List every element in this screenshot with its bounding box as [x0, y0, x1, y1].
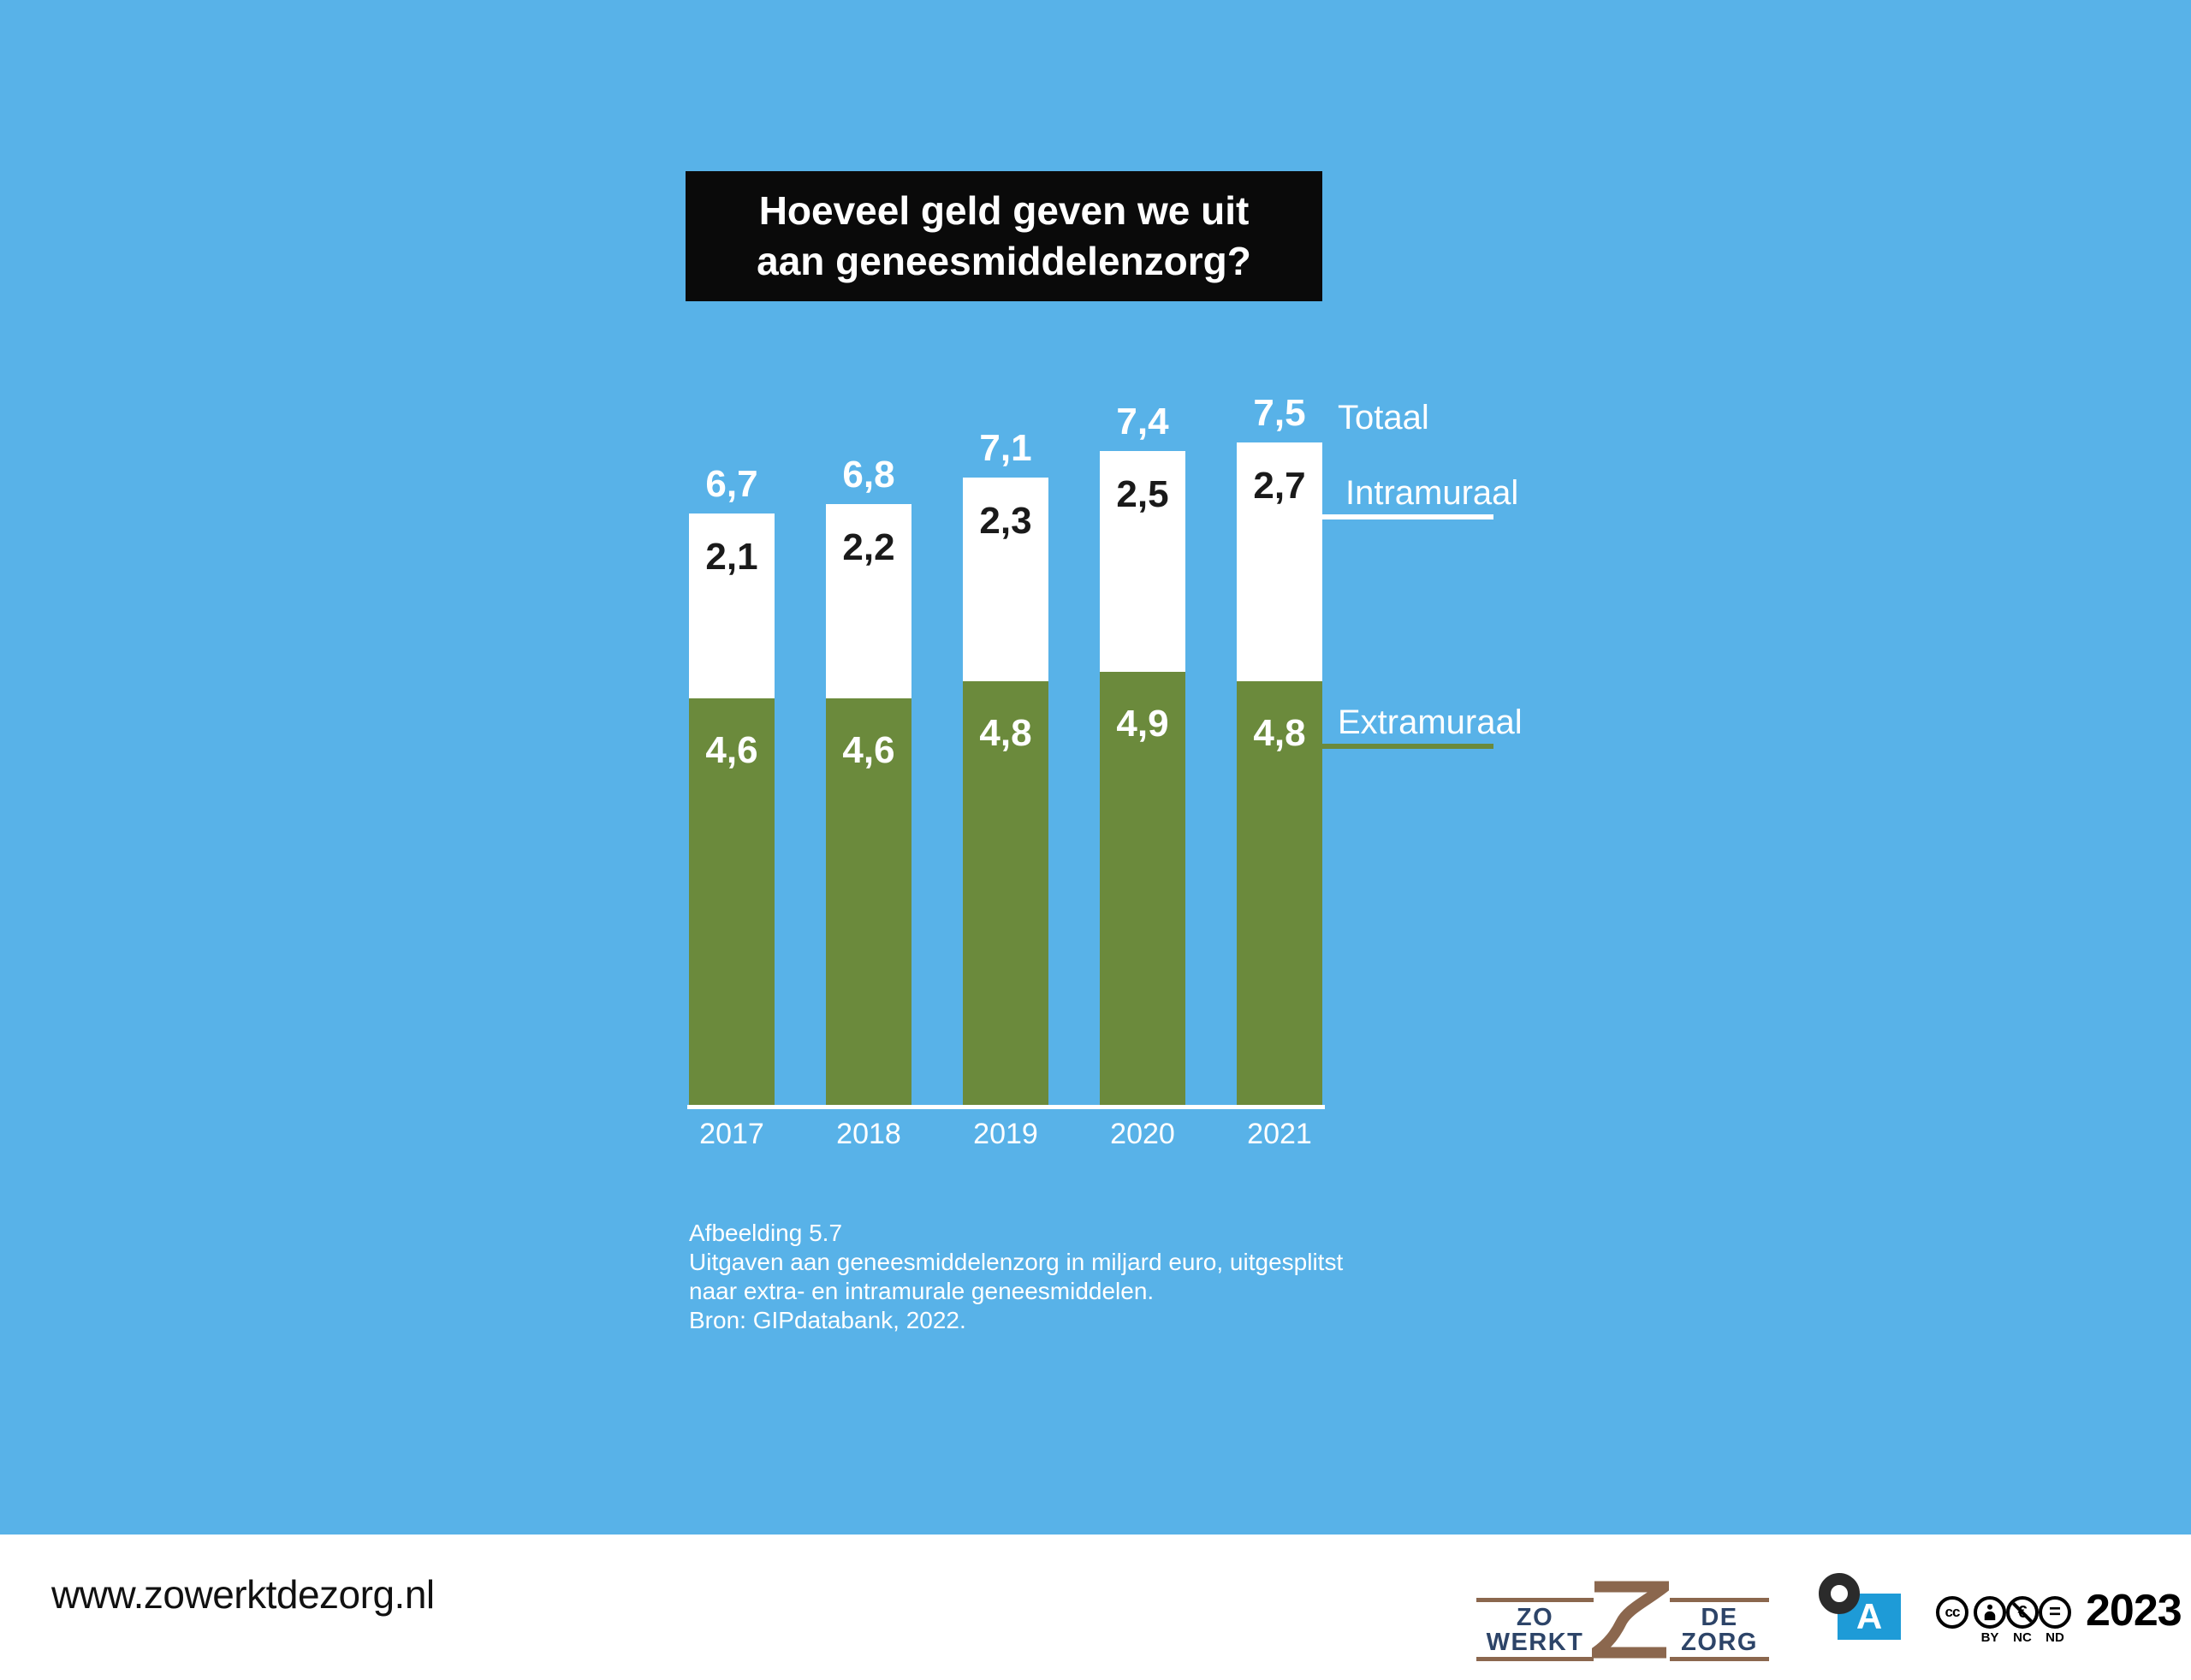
total-value-label: 7,4 [1116, 401, 1169, 442]
cc-nd-label: ND [2046, 1630, 2064, 1645]
legend-line-extramuraal [1322, 744, 1493, 749]
logo-numeral-2-icon [1592, 1581, 1669, 1659]
intramuraal-value-label: 2,2 [842, 526, 895, 568]
intramuraal-segment: 2,2 [826, 504, 911, 698]
x-axis-label: 2018 [836, 1118, 901, 1150]
bar-chart: 6,7 2,1 4,6 2017 6,8 2,2 4,6 2018 7,1 2,3 4,8 2019 7… [689, 0, 1322, 1150]
extramuraal-value-label: 4,9 [1116, 703, 1169, 745]
cc-by-label: BY [1980, 1630, 1999, 1645]
title-box: Hoeveel geld geven we uit aan geneesmidd… [686, 171, 1322, 301]
bar-2020: 7,4 2,5 4,9 2020 [1100, 403, 1185, 1150]
bar-2017: 6,7 2,1 4,6 2017 [689, 466, 775, 1150]
extramuraal-value-label: 4,6 [842, 729, 895, 771]
total-value-label: 7,1 [979, 427, 1032, 469]
intramuraal-segment: 2,1 [689, 513, 775, 698]
logo-text-left: ZO WERKT [1476, 1598, 1594, 1661]
x-axis-label: 2021 [1247, 1118, 1312, 1150]
equals-symbol: = [2048, 1600, 2061, 1624]
intramuraal-segment: 2,3 [963, 478, 1048, 681]
cc-by-icon [1974, 1596, 2006, 1629]
open-access-letter: A [1856, 1596, 1883, 1636]
cc-nc-eu-icon: € [2006, 1596, 2039, 1629]
x-axis-label: 2019 [973, 1118, 1038, 1150]
extramuraal-segment: 4,8 [1237, 681, 1322, 1105]
cc-icon: cc [1936, 1596, 1968, 1629]
legend-intramuraal: Intramuraal [1345, 474, 1519, 512]
bar-2021: 7,5 2,7 4,8 2021 [1237, 395, 1322, 1150]
intramuraal-segment: 2,5 [1100, 451, 1185, 672]
caption-line: naar extra- en intramurale geneesmiddele… [689, 1278, 1155, 1304]
legend-line-intramuraal [1322, 514, 1493, 519]
logo-numeral-path [1592, 1581, 1669, 1659]
website-url: www.zowerktdezorg.nl [51, 1572, 435, 1617]
total-value-label: 7,5 [1253, 392, 1306, 434]
x-axis-label: 2017 [699, 1118, 764, 1150]
caption-line: Bron: GIPdatabank, 2022. [689, 1307, 966, 1333]
intramuraal-value-label: 2,7 [1253, 465, 1306, 507]
extramuraal-value-label: 4,8 [1253, 712, 1306, 754]
cc-nc-label: NC [2013, 1630, 2032, 1645]
extramuraal-segment: 4,8 [963, 681, 1048, 1105]
extramuraal-value-label: 4,6 [705, 729, 758, 771]
legend-totaal: Totaal [1338, 399, 1429, 436]
figure-caption: Afbeelding 5.7 Uitgaven aan geneesmiddel… [689, 1219, 1343, 1335]
cc-nd-icon: = [2039, 1596, 2071, 1629]
extramuraal-segment: 4,9 [1100, 672, 1185, 1105]
caption-line: Uitgaven aan geneesmiddelenzorg in milja… [689, 1249, 1344, 1275]
extramuraal-segment: 4,6 [689, 698, 775, 1105]
x-axis-line [687, 1105, 1325, 1109]
total-value-label: 6,8 [842, 454, 895, 496]
x-axis-label: 2020 [1110, 1118, 1175, 1150]
intramuraal-value-label: 2,3 [979, 500, 1032, 542]
bar-2018: 6,8 2,2 4,6 2018 [826, 456, 911, 1150]
legend-extramuraal: Extramuraal [1338, 703, 1523, 741]
open-access-ring-icon [1819, 1573, 1860, 1614]
extramuraal-segment: 4,6 [826, 698, 911, 1105]
intramuraal-segment: 2,7 [1237, 442, 1322, 681]
caption-line: Afbeelding 5.7 [689, 1220, 843, 1246]
page-title: Hoeveel geld geven we uit aan geneesmidd… [757, 188, 1251, 283]
extramuraal-value-label: 4,8 [979, 712, 1032, 754]
total-value-label: 6,7 [705, 463, 758, 505]
person-icon [1984, 1604, 1996, 1621]
bar-2019: 7,1 2,3 4,8 2019 [963, 430, 1048, 1150]
intramuraal-value-label: 2,1 [705, 536, 758, 578]
logo-text-right: DE ZORG [1670, 1598, 1769, 1661]
cc-text: cc [1945, 1604, 1961, 1620]
intramuraal-value-label: 2,5 [1116, 473, 1169, 515]
copyright-year: 2023 [2086, 1586, 2182, 1635]
